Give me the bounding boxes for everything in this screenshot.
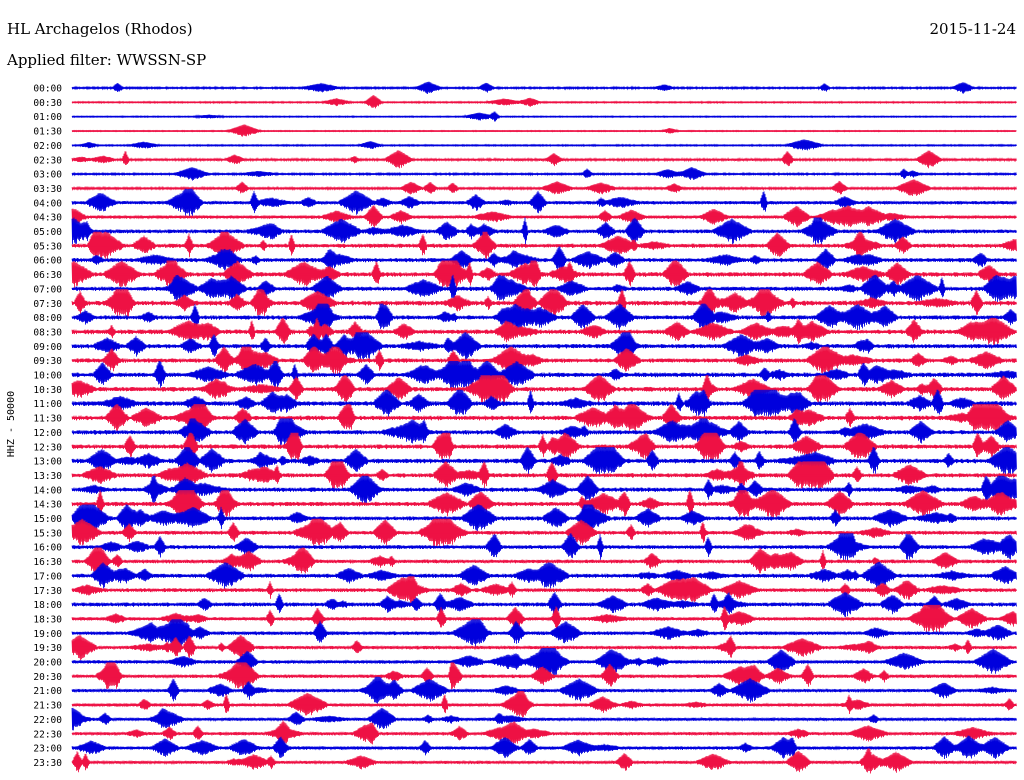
row-tick-label: 04:00: [33, 198, 62, 209]
row-tick-label: 00:00: [33, 84, 62, 95]
row-tick-label: 05:30: [33, 241, 62, 252]
date-label: 2015-11-24: [929, 20, 1016, 38]
row-tick-label: 23:00: [33, 744, 62, 755]
row-tick-label: 08:30: [33, 327, 62, 338]
trace-line: [71, 662, 1017, 690]
row-tick-label: 21:30: [33, 701, 62, 712]
row-tick-label: 16:30: [33, 557, 62, 568]
row-tick-label: 05:00: [33, 227, 62, 238]
station-title: HL Archagelos (Rhodos): [7, 20, 193, 38]
row-tick-label: 09:30: [33, 356, 62, 367]
row-tick-label: 01:00: [33, 112, 62, 123]
row-tick-label: 22:30: [33, 729, 62, 740]
row-tick-label: 04:30: [33, 213, 62, 224]
row-tick-label: 00:30: [33, 98, 62, 109]
row-tick-label: 18:00: [33, 600, 62, 611]
row-tick-label: 17:30: [33, 586, 62, 597]
row-tick-label: 03:00: [33, 170, 62, 181]
row-tick-label: 21:00: [33, 686, 62, 697]
row-tick-label: 20:00: [33, 658, 62, 669]
row-tick-label: 19:30: [33, 643, 62, 654]
row-tick-label: 08:00: [33, 313, 62, 324]
row-tick-label: 06:30: [33, 270, 62, 281]
filter-label: Applied filter: WWSSN-SP: [7, 51, 207, 69]
trace-line: [71, 690, 1017, 718]
row-tick-label: 06:00: [33, 256, 62, 267]
row-tick-label: 14:00: [33, 485, 62, 496]
y-axis-label: HHZ - 50000: [6, 391, 17, 457]
row-tick-label: 09:00: [33, 342, 62, 353]
row-tick-label: 02:00: [33, 141, 62, 152]
row-tick-label: 15:30: [33, 528, 62, 539]
trace-line: [71, 205, 1017, 228]
row-tick-label: 18:30: [33, 614, 62, 625]
row-tick-label: 11:00: [33, 399, 62, 410]
trace-line: [71, 748, 1017, 774]
row-tick-label: 07:00: [33, 284, 62, 295]
row-tick-label: 19:00: [33, 629, 62, 640]
row-tick-label: 10:30: [33, 385, 62, 396]
row-tick-label: 12:00: [33, 428, 62, 439]
row-tick-label: 03:30: [33, 184, 62, 195]
row-tick-label: 22:00: [33, 715, 62, 726]
row-tick-label: 17:00: [33, 571, 62, 582]
row-tick-label: 20:30: [33, 672, 62, 683]
row-tick-label: 23:30: [33, 758, 62, 769]
row-tick-label: 01:30: [33, 127, 62, 138]
row-tick-label: 02:30: [33, 155, 62, 166]
row-tick-label: 15:00: [33, 514, 62, 525]
row-tick-label: 14:30: [33, 500, 62, 511]
row-tick-label: 13:00: [33, 457, 62, 468]
row-tick-label: 10:00: [33, 371, 62, 382]
row-tick-label: 07:30: [33, 299, 62, 310]
trace-line: [71, 720, 1017, 745]
row-tick-label: 16:00: [33, 543, 62, 554]
row-tick-label: 12:30: [33, 442, 62, 453]
row-tick-label: 11:30: [33, 414, 62, 425]
row-tick-label: 13:30: [33, 471, 62, 482]
